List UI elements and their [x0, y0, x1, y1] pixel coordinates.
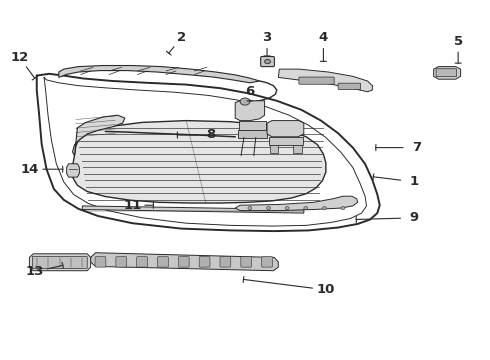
Circle shape [341, 207, 345, 210]
Circle shape [285, 207, 289, 210]
FancyBboxPatch shape [241, 257, 252, 267]
Circle shape [322, 207, 326, 210]
FancyBboxPatch shape [199, 257, 210, 267]
FancyBboxPatch shape [261, 57, 274, 67]
Circle shape [248, 207, 252, 210]
Polygon shape [270, 145, 278, 153]
FancyBboxPatch shape [338, 83, 361, 90]
Circle shape [240, 98, 250, 105]
Polygon shape [235, 101, 265, 121]
Polygon shape [59, 66, 260, 83]
FancyBboxPatch shape [299, 77, 334, 84]
Text: 2: 2 [177, 31, 186, 44]
Text: 13: 13 [25, 265, 44, 278]
FancyBboxPatch shape [137, 257, 147, 267]
FancyBboxPatch shape [116, 257, 126, 267]
Polygon shape [267, 121, 304, 137]
Polygon shape [82, 206, 304, 213]
Polygon shape [73, 115, 125, 156]
Polygon shape [238, 130, 267, 138]
Text: 6: 6 [245, 85, 254, 98]
Text: 4: 4 [319, 31, 328, 44]
Polygon shape [29, 254, 91, 271]
FancyBboxPatch shape [220, 257, 231, 267]
Polygon shape [73, 121, 326, 203]
Circle shape [304, 207, 308, 210]
Text: 9: 9 [410, 211, 418, 224]
Polygon shape [293, 145, 302, 153]
Text: 3: 3 [263, 31, 271, 44]
Text: 10: 10 [317, 283, 335, 296]
Text: 11: 11 [123, 199, 142, 212]
Polygon shape [235, 196, 358, 211]
FancyBboxPatch shape [158, 257, 169, 267]
Text: 12: 12 [10, 51, 29, 64]
FancyBboxPatch shape [32, 256, 87, 269]
Text: 7: 7 [412, 141, 421, 154]
Text: 8: 8 [206, 129, 215, 141]
Polygon shape [434, 67, 461, 79]
Polygon shape [239, 121, 266, 130]
Circle shape [267, 207, 270, 210]
FancyBboxPatch shape [178, 257, 189, 267]
Circle shape [265, 59, 270, 64]
Polygon shape [278, 69, 372, 92]
Polygon shape [91, 253, 278, 271]
FancyBboxPatch shape [436, 69, 457, 77]
FancyBboxPatch shape [262, 257, 272, 267]
FancyBboxPatch shape [95, 257, 106, 267]
Polygon shape [67, 164, 79, 177]
Text: 5: 5 [454, 35, 463, 48]
Text: 1: 1 [410, 175, 418, 188]
Polygon shape [269, 137, 303, 145]
Text: 14: 14 [20, 163, 39, 176]
